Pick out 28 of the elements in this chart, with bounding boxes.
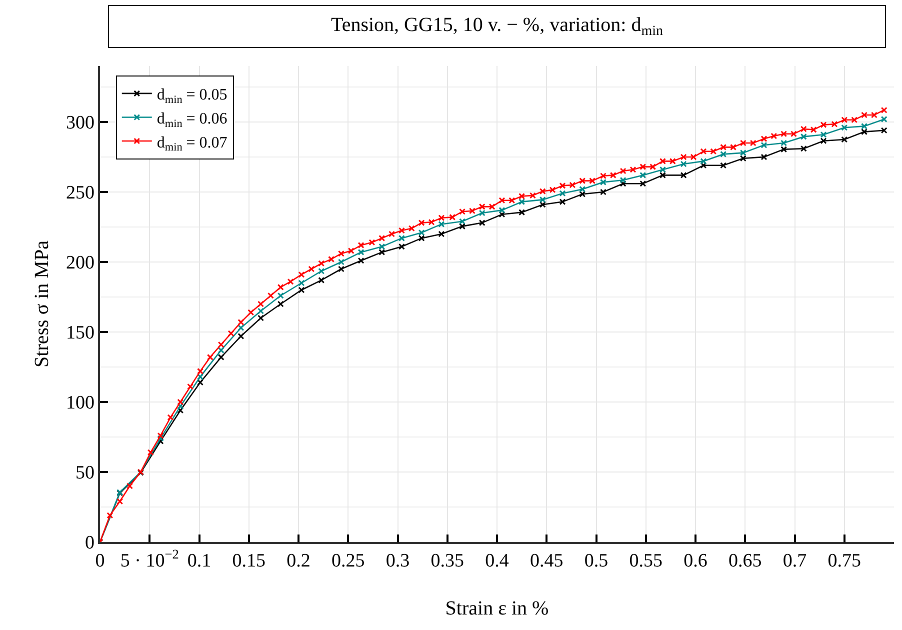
x-tick-label: 0.7 (782, 550, 807, 572)
x-tick-label: 0.35 (430, 550, 464, 572)
x-tick-label: 0.5 (584, 550, 608, 572)
x-tick-label: 0.6 (684, 550, 708, 572)
y-tick-label: 200 (66, 252, 94, 274)
chart-title: Tension, GG15, 10 v. − %, variation: d$_{min}$ (331, 14, 663, 40)
x-tick-label: 0.3 (386, 550, 410, 572)
legend-label: d$_{min}$ = 0.06 (156, 110, 228, 130)
x-tick-label: 0.65 (728, 550, 762, 572)
x-tick-label: 0.45 (530, 550, 564, 572)
x-tick-label: 0.55 (629, 550, 663, 572)
y-tick-label: 150 (66, 322, 94, 344)
x-tick-label: 0.75 (828, 550, 862, 572)
legend-label: d$_{min}$ = 0.07 (156, 134, 228, 154)
x-tick-label: 0.1 (187, 550, 212, 572)
x-tick-label: 0.2 (286, 550, 310, 572)
y-tick-label: 300 (66, 112, 94, 134)
x-tick-label: 0.15 (232, 550, 266, 572)
legend-label: d$_{min}$ = 0.05 (156, 86, 228, 106)
x-tick-label: 0.4 (485, 550, 510, 572)
y-tick-label: 100 (66, 392, 94, 414)
y-tick-label: 0 (84, 532, 94, 554)
y-axis-title: Stress σ in MPa (30, 240, 53, 368)
y-tick-label: 250 (66, 182, 94, 204)
y-tick-label: 50 (75, 462, 94, 484)
x-tick-label: 0.25 (332, 550, 365, 572)
x-tick-label: 5 · 10$^{−2}$ (120, 546, 179, 572)
x-axis-title: Strain ε in % (445, 598, 549, 620)
